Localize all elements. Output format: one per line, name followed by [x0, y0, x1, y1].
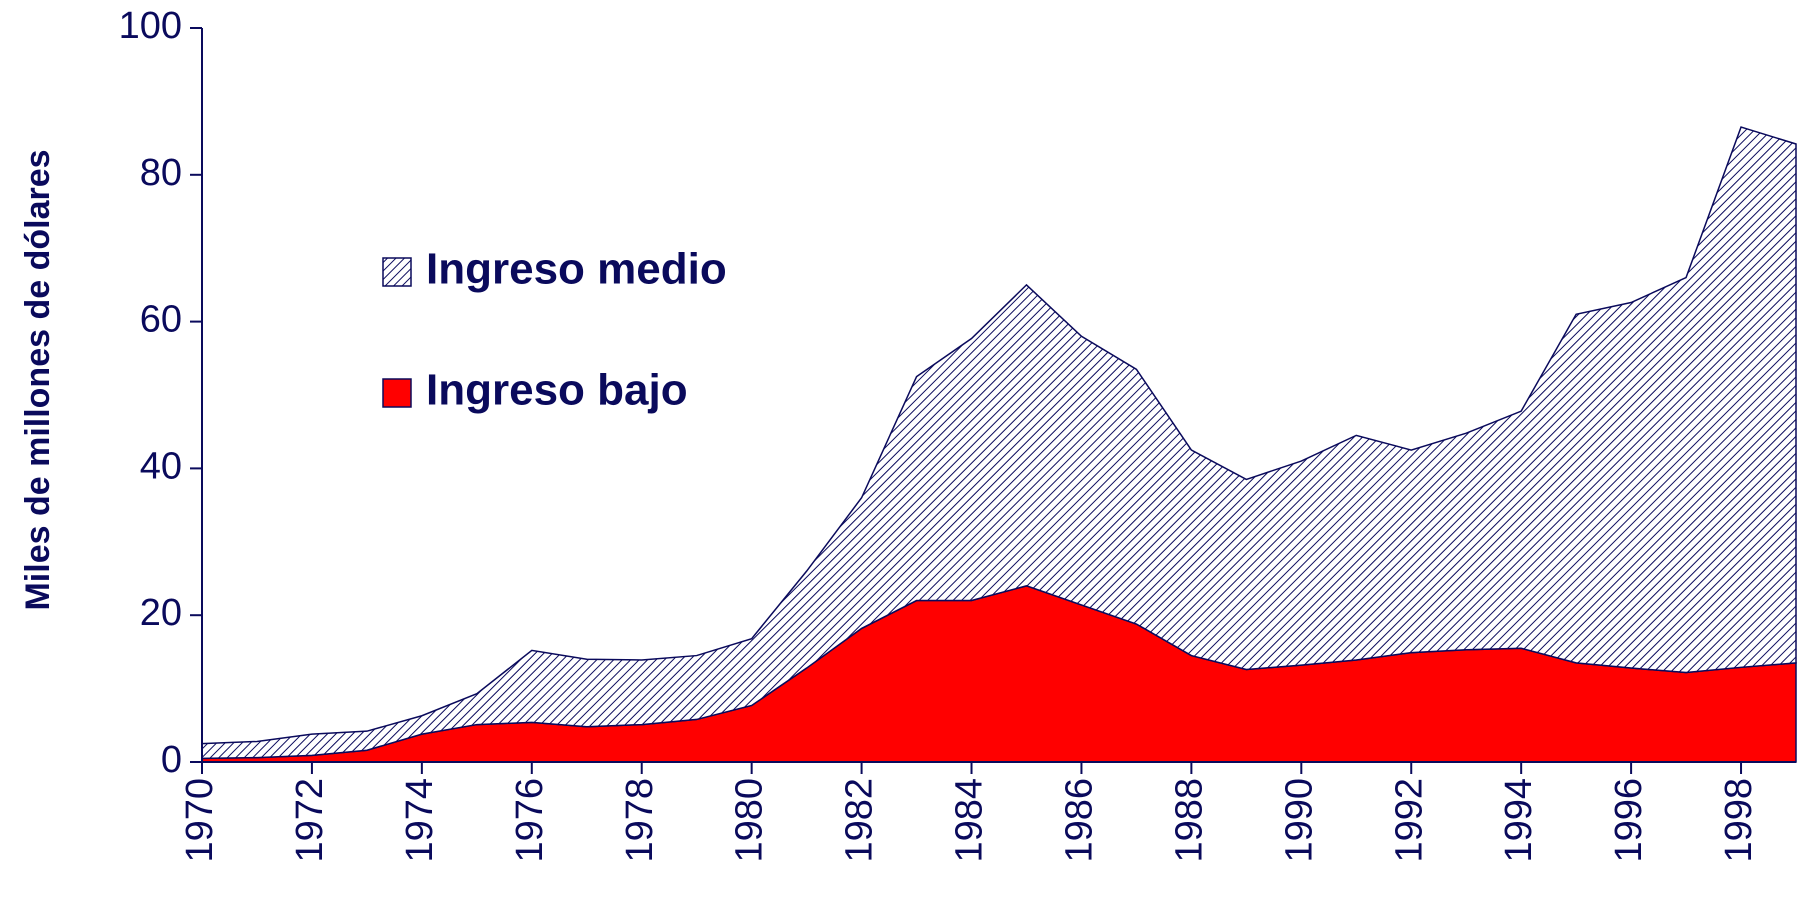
- x-tick-label: 1970: [179, 778, 221, 863]
- y-tick-label: 80: [140, 152, 182, 194]
- legend-label: Ingreso bajo: [426, 366, 688, 415]
- x-tick-label: 1994: [1498, 778, 1540, 863]
- x-tick-label: 1986: [1058, 778, 1100, 863]
- legend-label: Ingreso medio: [426, 245, 727, 294]
- y-tick-label: 20: [140, 592, 182, 634]
- x-tick-label: 1984: [949, 778, 991, 863]
- x-tick-label: 1998: [1718, 778, 1760, 863]
- y-tick-label: 40: [140, 445, 182, 487]
- x-tick-label: 1982: [839, 778, 881, 863]
- area-1: [201, 126, 1797, 760]
- y-tick-label: 60: [140, 299, 182, 341]
- x-tick-label: 1992: [1388, 778, 1430, 863]
- y-tick-label: 100: [119, 5, 182, 47]
- x-tick-label: 1988: [1168, 778, 1210, 863]
- legend-swatch: [382, 257, 412, 287]
- x-tick-label: 1976: [509, 778, 551, 863]
- x-tick-label: 1974: [399, 778, 441, 863]
- x-tick-label: 1980: [729, 778, 771, 863]
- x-tick-label: 1990: [1278, 778, 1320, 863]
- x-tick-label: 1972: [289, 778, 331, 863]
- legend-swatch: [382, 378, 412, 408]
- x-tick-label: 1996: [1608, 778, 1650, 863]
- y-tick-label: 0: [161, 739, 182, 781]
- x-tick-label: 1978: [619, 778, 661, 863]
- y-axis-label: Miles de millones de dólares: [19, 149, 57, 610]
